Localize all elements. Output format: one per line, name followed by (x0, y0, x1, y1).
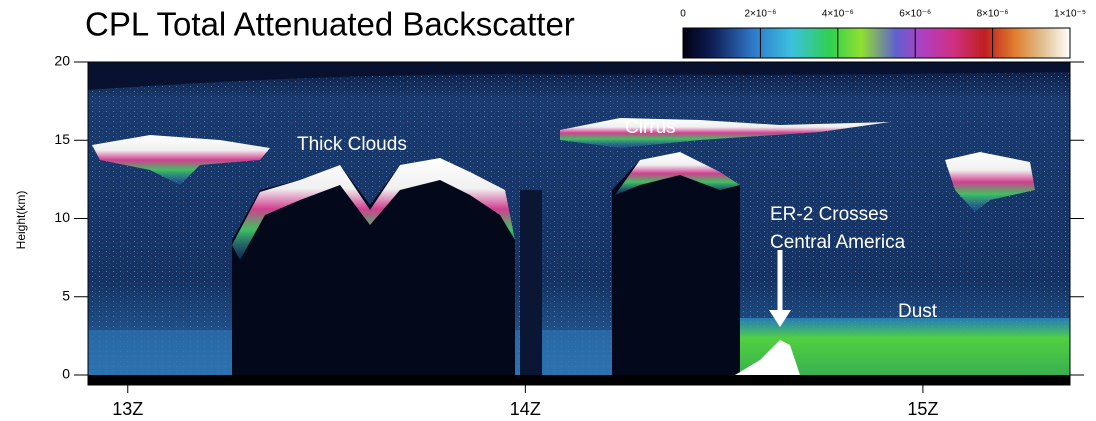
colorbar-tick-label: 0 (680, 9, 686, 20)
x-tick-label: 14Z (510, 399, 541, 419)
colorbar-tick-label: 8×10⁻⁶ (977, 9, 1009, 20)
y-tick-label: 5 (62, 287, 70, 303)
colorbar-tick-label: 1×10⁻⁵ (1054, 9, 1086, 20)
annotation: Dust (898, 301, 938, 322)
annotation: Central America (770, 232, 906, 253)
y-tick-label: 10 (54, 209, 70, 225)
x-tick-label: 15Z (907, 399, 938, 419)
y-tick-label: 0 (62, 366, 70, 382)
colorbar (683, 28, 1070, 58)
chart-title: CPL Total Attenuated Backscatter (85, 6, 575, 43)
chart: CPL Total Attenuated Backscatter Height(… (0, 0, 1096, 421)
colorbar-tick-label: 2×10⁻⁶ (744, 9, 776, 20)
colorbar-tick-label: 6×10⁻⁶ (899, 9, 931, 20)
annotation: Thick Clouds (297, 134, 407, 155)
y-axis-label: Height(km) (14, 191, 28, 250)
x-tick-label: 13Z (112, 399, 143, 419)
annotation: Cirrus (625, 117, 676, 138)
y-tick-label: 20 (54, 53, 70, 69)
y-tick-label: 15 (54, 131, 70, 147)
curtain (88, 62, 1070, 385)
colorbar-tick-label: 4×10⁻⁶ (822, 9, 854, 20)
annotation: ER-2 Crosses (770, 204, 888, 225)
